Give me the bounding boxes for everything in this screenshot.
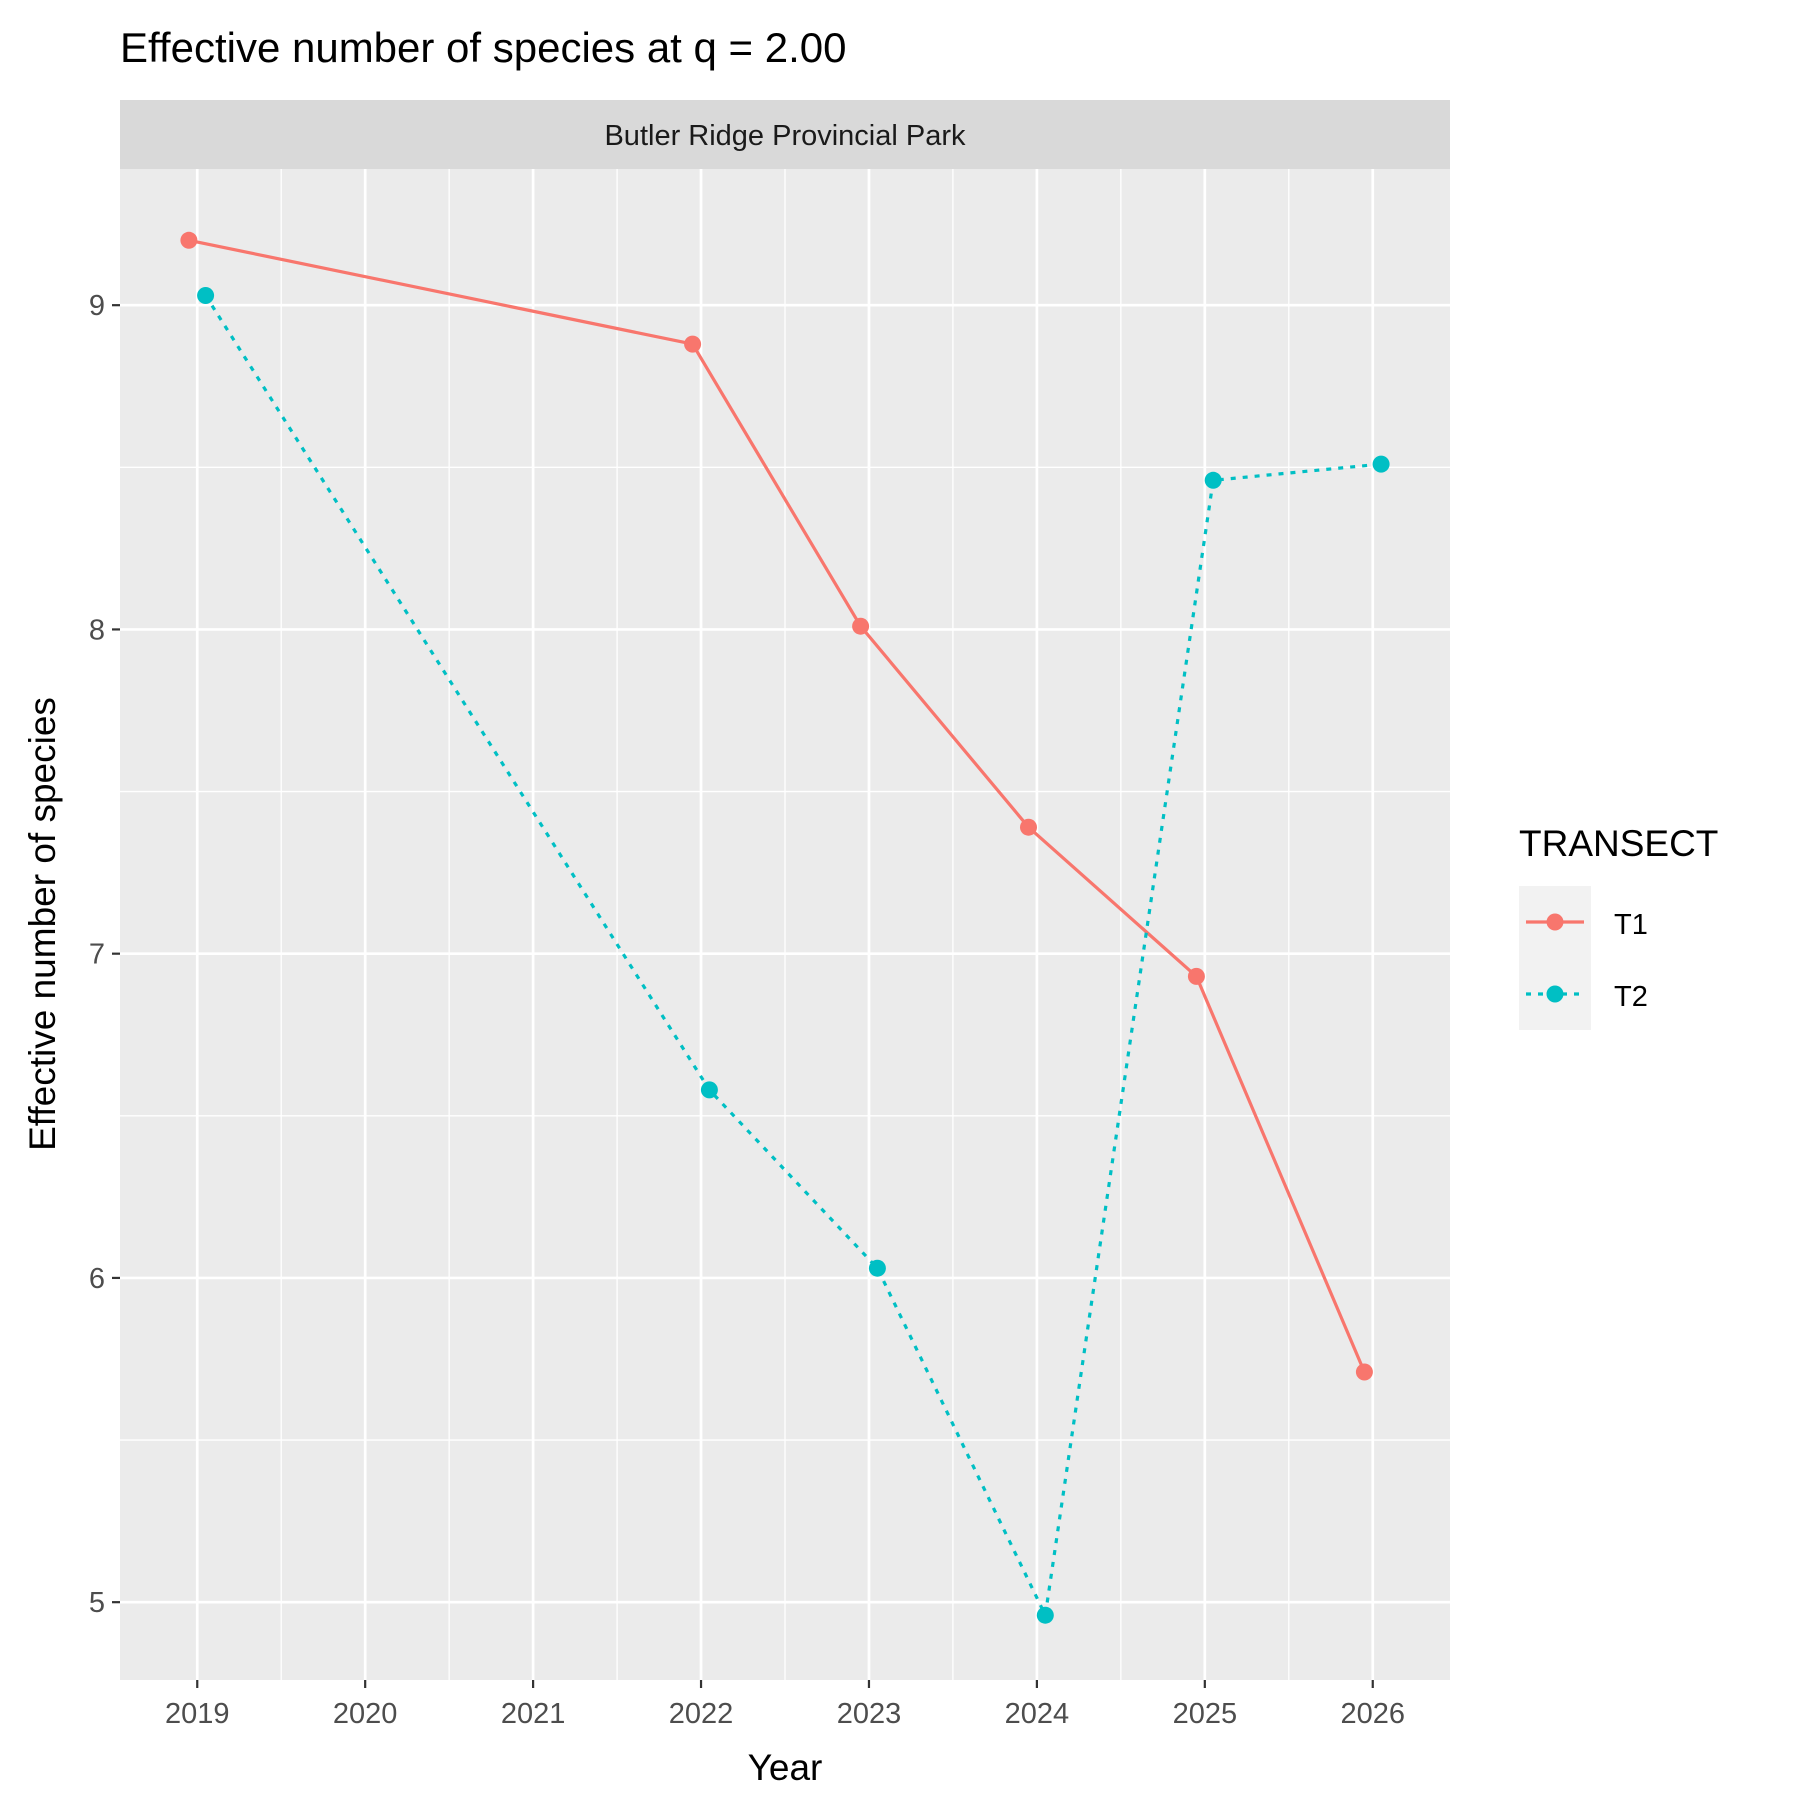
- data-point-t2: [700, 1081, 718, 1099]
- x-tick-label: 2021: [501, 1698, 566, 1730]
- x-tick-label: 2024: [1005, 1698, 1070, 1730]
- x-tick-label: 2023: [837, 1698, 902, 1730]
- data-point-t1: [1020, 818, 1037, 836]
- x-tick-label: 2022: [669, 1698, 734, 1730]
- data-point-t1: [180, 231, 198, 249]
- y-tick-label: 6: [89, 1263, 105, 1295]
- y-axis-title: Effective number of species: [22, 697, 63, 1151]
- x-tick-label: 2019: [165, 1698, 230, 1730]
- x-axis-title: Year: [748, 1747, 823, 1788]
- y-tick-label: 7: [89, 939, 105, 971]
- legend-title: TRANSECT: [1519, 823, 1718, 864]
- axes: 2019 2020 2021 2022 2023 2024 2025 2026 5 6 7 8 9: [89, 290, 1405, 1730]
- legend-label-t1: T1: [1614, 909, 1648, 941]
- y-tick-label: 8: [89, 614, 105, 646]
- grid-lines: [120, 169, 1450, 1680]
- legend: TRANSECT T1 T2: [1519, 823, 1718, 1030]
- series-line-t2: [204, 294, 1382, 1617]
- legend-label-t2: T2: [1614, 981, 1648, 1013]
- series-layer: [180, 231, 1390, 1624]
- legend-keys: [1526, 913, 1584, 1003]
- x-tick-label: 2025: [1173, 1698, 1238, 1730]
- x-tick-label: 2020: [333, 1698, 398, 1730]
- data-point-t1: [1187, 967, 1205, 985]
- chart-title: Effective number of species at q = 2.00: [120, 24, 847, 71]
- y-tick-label: 9: [89, 290, 105, 322]
- data-point-t2: [868, 1259, 886, 1277]
- series-line-t1: [188, 238, 1366, 1373]
- facet-strip: [120, 100, 1450, 169]
- x-tick-label: 2026: [1340, 1698, 1405, 1730]
- legend-key-point-t1: [1546, 913, 1564, 931]
- data-point-t2: [197, 287, 215, 304]
- legend-key-background: [1519, 886, 1591, 1030]
- data-point-t2: [1204, 471, 1222, 489]
- data-point-t1: [684, 335, 702, 353]
- data-point-t1: [852, 617, 870, 635]
- y-tick-label: 5: [89, 1587, 105, 1619]
- facet-strip-label: Butler Ridge Provincial Park: [604, 120, 966, 152]
- data-point-t2: [1372, 455, 1390, 473]
- data-point-t2: [1036, 1606, 1054, 1624]
- data-point-t1: [1355, 1363, 1373, 1381]
- legend-key-point-t2: [1546, 985, 1564, 1003]
